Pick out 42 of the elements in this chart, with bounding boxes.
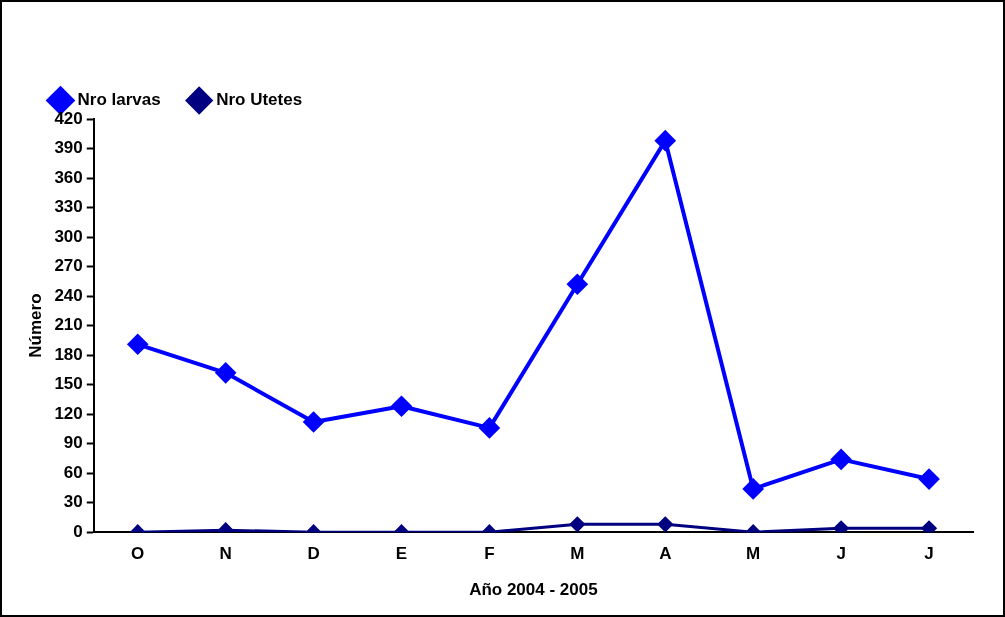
point xyxy=(831,449,852,470)
x-tick-label: E xyxy=(395,544,408,564)
point xyxy=(127,334,148,355)
point xyxy=(215,362,236,383)
y-tick-label: 210 xyxy=(54,315,83,335)
y-tick-label: 90 xyxy=(63,433,83,453)
y-tick-label: 360 xyxy=(54,167,83,187)
x-tick-label: A xyxy=(659,544,672,564)
y-tick-label: 390 xyxy=(54,138,83,158)
x-tick-label: J xyxy=(924,544,934,564)
y-axis-title: Número xyxy=(25,293,45,358)
legend-label: Nro larvas xyxy=(77,90,161,110)
point xyxy=(743,478,764,499)
y-tick-label: 240 xyxy=(54,285,83,305)
point xyxy=(657,516,673,532)
y-tick-label: 0 xyxy=(73,521,83,541)
x-tick-label: M xyxy=(746,544,761,564)
y-tick-label: 330 xyxy=(54,197,83,217)
y-tick-label: 150 xyxy=(54,374,83,394)
point xyxy=(833,520,849,533)
x-tick-label: F xyxy=(484,544,495,564)
y-tick-label: 60 xyxy=(63,462,83,482)
y-tick-label: 180 xyxy=(54,344,83,364)
y-tick-label: 30 xyxy=(63,492,83,512)
point xyxy=(921,520,937,533)
y-tick-label: 120 xyxy=(54,403,83,423)
point xyxy=(569,516,585,532)
point xyxy=(303,412,324,433)
x-tick-label: O xyxy=(131,544,145,564)
x-axis-title: Año 2004 - 2005 xyxy=(469,580,598,600)
point xyxy=(567,274,588,295)
point xyxy=(391,396,412,417)
point xyxy=(919,469,940,490)
x-tick-label: N xyxy=(219,544,232,564)
y-tick-label: 270 xyxy=(54,256,83,276)
x-tick-label: D xyxy=(307,544,320,564)
point xyxy=(479,417,500,438)
x-tick-label: M xyxy=(570,544,585,564)
legend-label: Nro Utetes xyxy=(216,90,303,110)
y-tick-label: 420 xyxy=(54,108,83,128)
y-tick-label: 300 xyxy=(54,226,83,246)
x-tick-label: J xyxy=(836,544,846,564)
